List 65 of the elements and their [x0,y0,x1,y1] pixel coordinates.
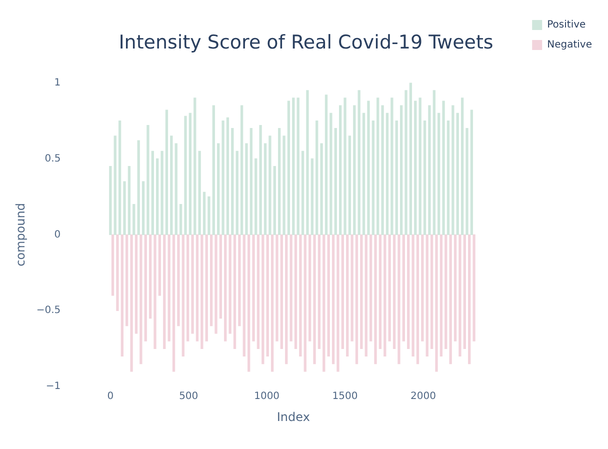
bar [202,192,206,236]
bar [264,143,267,236]
x-tick-label: 1500 [332,391,358,402]
y-tick-label: −1 [46,381,61,392]
y-tick-label: 1 [54,77,61,88]
bar [194,98,196,236]
bar [118,120,122,236]
bar [301,150,304,236]
bar [324,94,328,236]
bar [240,105,244,236]
bar [287,100,290,236]
bar [454,234,457,342]
legend-label: Negative [547,40,592,51]
bar [294,234,298,349]
y-tick-label: 0 [54,229,61,240]
bar [222,120,224,236]
bar [134,234,138,334]
bar [446,120,450,236]
bar [111,234,114,296]
bar [348,136,352,236]
bar [400,105,403,236]
bar [165,110,168,236]
y-axis-title: compound [13,202,28,266]
bar [184,116,187,236]
legend-label: Positive [547,20,586,31]
bar [130,234,133,372]
bar [362,112,366,236]
bar [245,143,248,236]
bar [212,105,215,236]
x-tick-label: 1000 [254,391,280,402]
x-tick-label: 500 [179,391,198,402]
bar [386,112,389,236]
bar [404,90,408,236]
bar [179,204,182,236]
y-tick-label: 0.5 [44,153,61,164]
y-tick-label: −0.5 [36,305,61,316]
bar [282,136,286,236]
bar [137,140,140,236]
bar [460,98,464,236]
bar [466,128,468,236]
bar [242,234,246,357]
bar [128,166,131,236]
bar [392,234,396,349]
bar [344,98,346,236]
x-tick-label: 2000 [410,391,436,402]
bar [142,181,145,236]
bar [409,82,412,236]
bar [416,234,420,364]
bar [233,234,236,349]
bar [114,136,116,236]
bar [182,234,184,357]
bar [120,234,124,357]
bar [123,181,126,236]
bar [355,234,358,364]
bar [259,125,262,236]
chart-title: Intensity Score of Real Covid-19 Tweets [118,31,494,54]
bar [423,120,426,236]
bar [306,90,309,236]
bar [154,234,156,349]
x-axis-title: Index [276,410,310,424]
bar [226,117,230,236]
bar [268,136,272,236]
x-tick-label: 0 [107,391,114,402]
bar [367,100,370,236]
bar [172,234,176,372]
